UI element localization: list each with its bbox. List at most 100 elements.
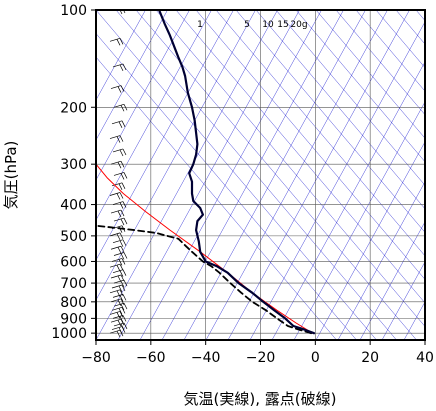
x-tick-label: 20 <box>361 350 379 366</box>
wind-barb-flag <box>119 64 124 72</box>
wind-barb-flag <box>121 284 126 292</box>
y-tick-label: 900 <box>60 311 87 327</box>
y-tick-label: 200 <box>60 100 87 116</box>
wind-barb-staff <box>111 326 123 330</box>
profile-series <box>96 10 316 335</box>
axis-ticks: −80 −60 −40 −20 0 20 40 100 200 300 400 500 600 700 80… <box>51 3 434 366</box>
wind-barb-staff <box>113 172 125 176</box>
mixing-ratio-label: 10 <box>262 20 274 30</box>
wind-barb-flag <box>120 85 125 92</box>
wind-barb-staff <box>112 239 124 244</box>
adiabat-line <box>175 10 425 304</box>
wind-barb-flag <box>119 240 124 247</box>
wind-barb-flag <box>120 298 125 305</box>
adiabat-line <box>335 10 425 116</box>
wind-barb-flag <box>118 183 123 190</box>
adiabat-line <box>275 10 425 186</box>
background-guide-lines <box>96 10 425 340</box>
isotherm-line <box>381 261 425 340</box>
isotherm-line <box>96 10 256 301</box>
adiabat-line <box>115 10 397 340</box>
mixing-ratio-labels: 1 5 10 15 20g <box>197 20 307 30</box>
wind-barb-staff <box>110 85 122 89</box>
x-tick-label: 40 <box>416 350 434 366</box>
wind-barb-flag <box>120 173 125 180</box>
wind-barb-staff <box>110 160 122 165</box>
x-axis-title: 気温(実線), 露点(破線) <box>184 390 337 408</box>
wind-barb-flag <box>122 315 127 322</box>
wind-barb-staff <box>109 263 121 268</box>
isotherm-line <box>96 10 168 141</box>
wind-barb-staff <box>113 252 125 256</box>
y-tick-label: 400 <box>60 198 87 214</box>
wind-barb-flag <box>120 319 125 326</box>
wind-barb-staff <box>109 192 121 196</box>
wind-barb-flag <box>120 218 125 226</box>
wind-barb-flag <box>119 232 124 240</box>
wind-barb-staff <box>112 315 124 319</box>
adiabat-line <box>155 10 425 327</box>
wind-barb-staff <box>110 298 122 303</box>
wind-barb-staff <box>109 135 121 139</box>
wind-barb-flag <box>122 239 127 246</box>
wind-barb-staff <box>112 294 124 298</box>
isotherm-line <box>117 10 300 340</box>
x-tick-label: −60 <box>136 350 166 366</box>
wind-barb-staff <box>112 63 124 68</box>
adiabat-line <box>375 10 425 69</box>
wind-barb-flag <box>119 202 124 209</box>
y-tick-label: 1000 <box>51 326 87 342</box>
wind-barb-flag <box>123 322 128 330</box>
adiabat-line <box>315 10 425 139</box>
wind-barb-flag <box>120 246 125 253</box>
mixing-ratio-label: 1 <box>197 20 203 30</box>
isotherm-line <box>271 61 425 340</box>
adiabat-line <box>96 56 337 340</box>
wind-barb-staff <box>109 311 121 315</box>
wind-barb-flag <box>116 233 121 241</box>
wind-barb-staff <box>111 258 123 262</box>
adiabat-line <box>355 10 425 92</box>
wind-barb-flag <box>117 162 122 169</box>
x-tick-label: −40 <box>191 350 221 366</box>
isotherm-line <box>403 301 425 340</box>
wind-barb-flag <box>121 258 126 265</box>
parcel-line <box>96 163 314 334</box>
wind-barb-staff <box>110 209 122 214</box>
wind-barb-flag <box>122 201 127 208</box>
wind-barb-flag <box>119 295 124 302</box>
x-tick-label: 0 <box>311 350 320 366</box>
wind-barb-flag <box>120 303 125 311</box>
isotherm-line <box>183 10 366 340</box>
wind-barb-flag <box>120 161 125 168</box>
wind-barb-flag <box>122 294 127 301</box>
wind-barb-flag <box>119 149 124 157</box>
isotherm-line <box>293 101 425 340</box>
adiabat-line <box>195 10 425 280</box>
wind-barb-flag <box>118 259 123 266</box>
wind-barb-flag <box>116 312 121 319</box>
wind-barb-flag <box>120 209 125 217</box>
adiabat-line <box>215 10 425 257</box>
wind-barb-flag <box>119 311 124 318</box>
wind-barb-flag <box>119 192 124 199</box>
wind-barb-flag <box>122 269 127 276</box>
wind-barb-staff <box>113 103 125 108</box>
isotherm-line <box>359 221 425 340</box>
wind-barb-flag <box>119 135 124 142</box>
wind-barb-staff <box>111 120 123 125</box>
wind-barb-flag <box>116 265 121 272</box>
wind-barb-staff <box>111 182 123 187</box>
wind-barb-staff <box>112 269 124 274</box>
wind-barb-staff <box>113 302 125 307</box>
y-tick-label: 500 <box>60 229 87 245</box>
wind-barb-staff <box>113 217 125 222</box>
dewpoint-line <box>96 224 313 335</box>
wind-barb-flag <box>123 10 126 14</box>
adiabat-line <box>96 33 357 340</box>
mixing-ratio-label: 15 <box>277 20 288 30</box>
wind-barb-flag <box>123 279 128 287</box>
y-tick-label: 300 <box>60 157 87 173</box>
adiabat-line <box>96 10 377 340</box>
